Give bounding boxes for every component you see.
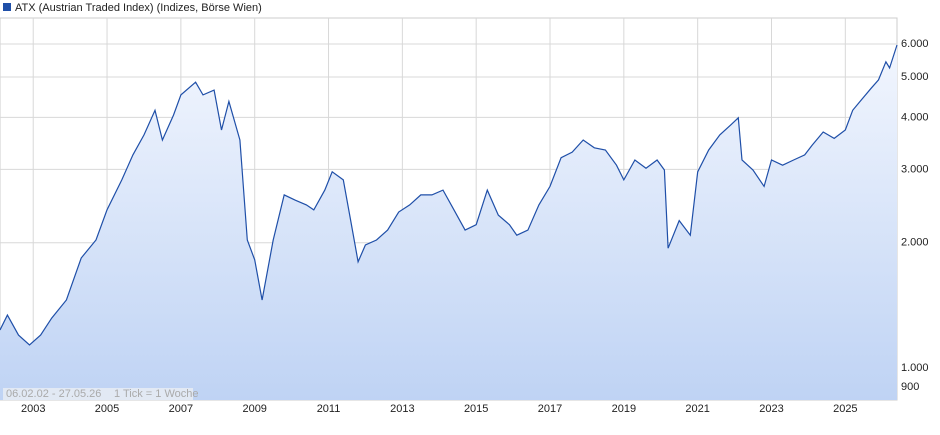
y-tick-label: 1.000: [901, 362, 929, 374]
y-tick-label: 4.000: [901, 111, 929, 123]
date-range: 06.02.02 - 27.05.26: [6, 388, 101, 400]
x-tick-label: 2017: [538, 403, 562, 415]
x-tick-label: 2021: [685, 403, 709, 415]
x-tick-label: 2015: [464, 403, 488, 415]
area: [0, 45, 897, 400]
x-tick-label: 2023: [759, 403, 783, 415]
legend-swatch: [3, 3, 11, 11]
x-tick-label: 2025: [833, 403, 857, 415]
y-tick-label: 6.000: [901, 38, 929, 50]
footer-band: [3, 388, 193, 400]
x-tick-label: 2005: [95, 403, 119, 415]
y-tick-label: 2.000: [901, 237, 929, 249]
tick-note: 1 Tick = 1 Woche: [114, 388, 198, 400]
x-tick-label: 2019: [612, 403, 636, 415]
legend-label: ATX (Austrian Traded Index) (Indizes, Bö…: [15, 2, 262, 14]
line: [0, 44, 898, 346]
y-tick-label: 900: [901, 381, 919, 393]
y-tick-label: 5.000: [901, 71, 929, 83]
x-tick-label: 2011: [317, 403, 341, 415]
y-tick-label: 3.000: [901, 163, 929, 175]
x-tick-label: 2007: [169, 403, 193, 415]
x-tick-label: 2013: [390, 403, 414, 415]
x-tick-label: 2003: [21, 403, 45, 415]
x-tick-label: 2009: [242, 403, 266, 415]
